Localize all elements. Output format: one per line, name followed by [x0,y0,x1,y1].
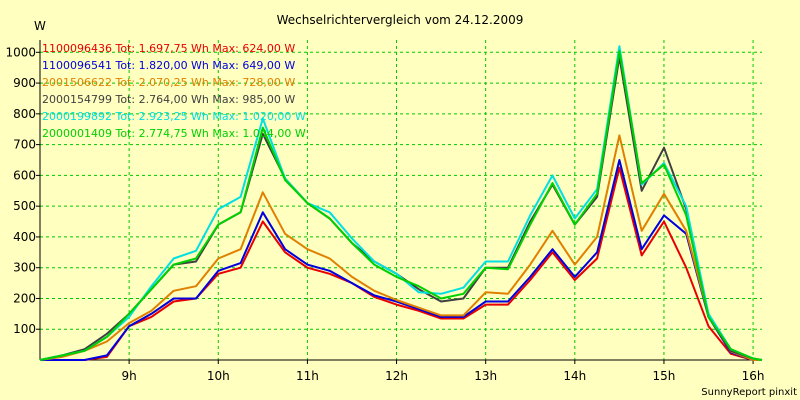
legend: 1100096436 Tot: 1.697,75 Wh Max: 624,00 … [42,42,306,140]
y-tick-label: 600 [13,168,36,182]
series-line-1100096436 [40,166,762,361]
legend-entry-1100096436: 1100096436 Tot: 1.697,75 Wh Max: 624,00 … [42,42,295,55]
y-tick-label: 900 [13,76,36,90]
x-tick-label: 10h [207,369,230,383]
series-line-1100096541 [40,159,762,361]
series-line-2000001409 [39,50,763,361]
y-axis-label: W [34,19,46,33]
y-tick-label: 400 [13,230,36,244]
grid [40,40,762,360]
x-tick-label: 15h [653,369,676,383]
y-tick-label: 200 [13,291,36,305]
y-tick-label: 1000 [5,45,36,59]
x-tick-label: 13h [474,369,497,383]
axes: 100 200 300 400 500 600 700 800 900 1000 9h 10h 11h 1… [5,40,765,383]
legend-entry-2000154799: 2000154799 Tot: 2.764,00 Wh Max: 985,00 … [42,93,295,106]
x-tick-label: 16h [742,369,765,383]
x-tick-label: 9h [122,369,137,383]
y-tick-label: 100 [13,322,36,336]
x-tick-label: 11h [296,369,319,383]
footer-credit: SunnyReport pinxit [701,387,797,398]
legend-entry-2001506622: 2001506622 Tot: 2.070,25 Wh Max: 728,00 … [42,76,295,89]
series-line-2001506622 [39,134,762,361]
legend-entry-2000199892: 2000199892 Tot: 2.923,25 Wh Max: 1.020,0… [42,110,306,123]
x-tick-label: 14h [563,369,586,383]
y-tick-label: 700 [13,138,36,152]
x-tick-label: 12h [385,369,408,383]
y-tick-label: 800 [13,107,36,121]
y-tick-label: 500 [13,199,36,213]
y-tick-label: 300 [13,261,36,275]
legend-entry-2000001409: 2000001409 Tot: 2.774,75 Wh Max: 1.004,0… [42,127,306,140]
series-lines [39,45,763,361]
legend-entry-1100096541: 1100096541 Tot: 1.820,00 Wh Max: 649,00 … [42,59,295,72]
chart-title: Wechselrichtervergleich vom 24.12.2009 [277,13,524,27]
